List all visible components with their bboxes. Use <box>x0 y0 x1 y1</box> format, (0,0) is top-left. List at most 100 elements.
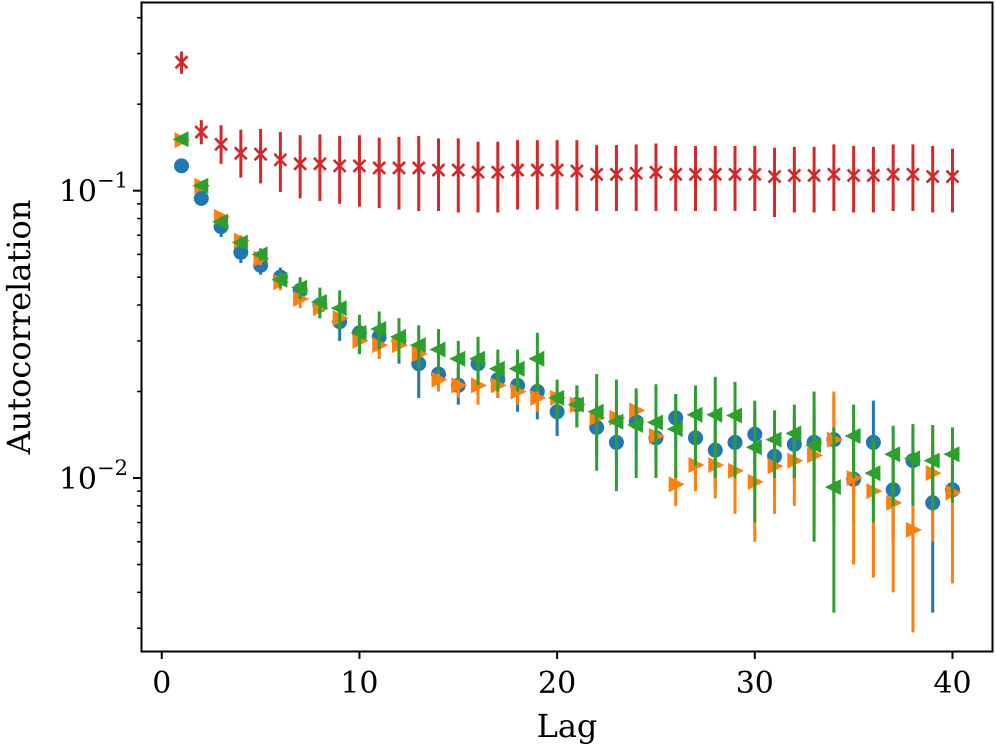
x-tick-label: 0 <box>152 666 171 701</box>
data-point <box>906 167 920 182</box>
data-point <box>728 167 742 182</box>
x-tick-label: 30 <box>736 666 774 701</box>
x-tick-label: 40 <box>933 666 971 701</box>
data-point <box>192 177 209 194</box>
data-point <box>471 165 485 180</box>
data-point <box>251 246 268 263</box>
data-point <box>530 389 547 406</box>
data-point <box>550 163 565 177</box>
data-point <box>826 167 841 182</box>
series-triangle-left <box>172 131 960 613</box>
data-point <box>212 213 229 230</box>
data-point <box>528 350 545 367</box>
data-point <box>923 452 940 469</box>
data-point <box>846 168 861 183</box>
x-tick-label: 20 <box>538 666 576 701</box>
data-point <box>747 167 762 182</box>
data-point <box>193 190 209 206</box>
data-point <box>389 328 406 345</box>
data-point <box>925 169 940 184</box>
data-point <box>332 158 347 173</box>
data-point <box>886 167 901 182</box>
x-tick-label: 10 <box>340 666 378 701</box>
data-point <box>451 377 468 394</box>
data-point <box>172 131 189 148</box>
data-point <box>668 167 683 182</box>
data-point <box>370 321 387 338</box>
data-point <box>688 167 703 182</box>
data-point <box>273 152 288 167</box>
data-point <box>508 360 525 377</box>
data-point <box>765 431 782 448</box>
data-point <box>864 465 881 482</box>
data-point <box>943 446 960 463</box>
data-point <box>787 168 802 183</box>
data-point <box>587 403 604 420</box>
data-point <box>214 137 228 152</box>
data-point <box>411 161 426 175</box>
series-layer <box>172 51 962 633</box>
data-point <box>312 156 327 171</box>
data-point <box>905 521 922 538</box>
y-tick-label: 10−2 <box>59 456 128 497</box>
y-tick-label-exponent: −1 <box>97 169 128 193</box>
data-point <box>174 158 190 174</box>
data-point <box>567 396 584 413</box>
data-point <box>530 163 545 177</box>
data-point <box>392 161 406 175</box>
data-point <box>469 350 486 367</box>
data-point <box>310 293 327 310</box>
data-point <box>490 165 505 180</box>
y-axis-label: Autocorrelation <box>0 200 38 456</box>
data-point <box>291 279 308 296</box>
data-point <box>666 421 683 438</box>
data-point <box>352 158 367 173</box>
data-point <box>449 350 466 367</box>
data-point <box>824 479 841 496</box>
data-point <box>431 371 448 388</box>
data-point <box>488 360 505 377</box>
data-point <box>805 437 822 454</box>
data-point <box>174 55 189 70</box>
data-point <box>649 165 663 180</box>
data-point <box>429 341 446 358</box>
y-tick-label-base: 10 <box>59 175 97 210</box>
y-tick-label-base: 10 <box>59 462 97 497</box>
data-point <box>785 425 802 442</box>
x-axis-label: Lag <box>537 707 598 745</box>
data-point <box>569 164 584 179</box>
data-point <box>271 271 288 288</box>
series-x <box>174 51 960 217</box>
data-point <box>629 166 644 181</box>
data-point <box>233 146 248 161</box>
data-point <box>708 167 723 182</box>
data-point <box>330 300 347 317</box>
data-point <box>706 406 723 423</box>
data-point <box>668 476 685 493</box>
data-point <box>548 389 565 406</box>
data-point <box>350 324 367 341</box>
data-point <box>945 169 960 184</box>
data-point <box>589 167 604 182</box>
data-point <box>253 147 268 162</box>
data-point <box>372 161 387 175</box>
data-point <box>431 163 446 177</box>
y-tick-label: 10−1 <box>59 169 128 210</box>
data-point <box>686 406 703 423</box>
data-point <box>293 156 308 171</box>
data-point <box>409 337 426 354</box>
data-point <box>884 446 901 463</box>
data-point <box>767 169 782 184</box>
data-point <box>607 413 624 430</box>
data-point <box>231 234 248 251</box>
data-point <box>726 407 743 424</box>
data-point <box>745 439 762 456</box>
data-point <box>627 416 644 433</box>
y-tick-label-exponent: −2 <box>97 456 128 480</box>
data-point <box>194 125 209 139</box>
plot-frame <box>140 1 994 653</box>
data-point <box>866 168 881 183</box>
data-point <box>609 167 624 182</box>
